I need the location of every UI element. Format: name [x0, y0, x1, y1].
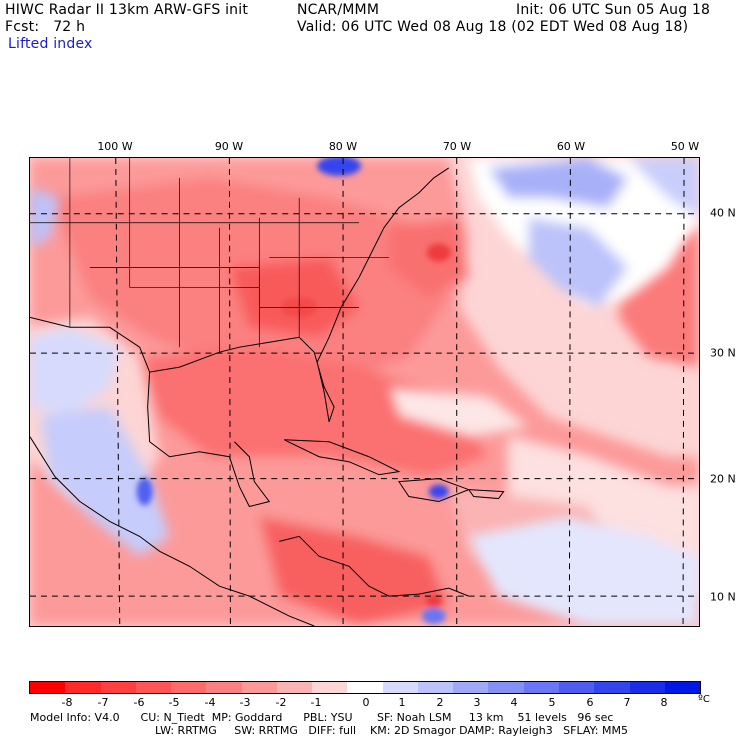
colorbar-swatch-8 [312, 682, 348, 693]
colorbar-swatch-3 [135, 682, 172, 693]
org-label: NCAR/MMM [297, 2, 380, 18]
lat-label-10n: 10 N [710, 590, 736, 604]
colorbar-tick: 4 [510, 696, 518, 709]
colorbar-swatch-13 [488, 682, 524, 693]
colorbar-swatch-0 [30, 682, 66, 693]
colorbar-swatch-7 [276, 682, 313, 693]
colorbar-tick: -4 [204, 696, 216, 709]
colorbar-tick: -5 [168, 696, 180, 709]
lon-label-50w: 50 W [670, 140, 700, 153]
lifted-index-colorbar [29, 681, 701, 694]
init-time: Init: 06 UTC Sun 05 Aug 18 [516, 2, 711, 18]
colorbar-swatch-17 [629, 682, 665, 693]
colorbar-tick: 7 [623, 696, 631, 709]
colorbar-swatch-4 [171, 682, 207, 693]
colorbar-swatch-2 [100, 682, 136, 693]
colorbar-swatch-16 [594, 682, 630, 693]
colorbar-swatch-10 [382, 682, 418, 693]
colorbar-tick: -2 [275, 696, 287, 709]
forecast-hour: Fcst: 72 h [5, 19, 86, 35]
colorbar-swatch-6 [241, 682, 277, 693]
lon-label-60w: 60 W [556, 140, 586, 153]
colorbar-swatch-14 [523, 682, 559, 693]
lon-label-90w: 90 W [214, 140, 244, 153]
lon-label-80w: 80 W [328, 140, 358, 153]
colorbar-swatch-1 [65, 682, 101, 693]
lat-label-20n: 20 N [710, 472, 736, 486]
lon-label-100w: 100 W [97, 140, 133, 153]
valid-time: Valid: 06 UTC Wed 08 Aug 18 (02 EDT Wed … [297, 19, 689, 35]
colorbar-swatch-12 [453, 682, 489, 693]
colorbar-tick: 5 [548, 696, 556, 709]
colorbar-tick: 6 [586, 696, 594, 709]
colorbar-swatch-9 [347, 682, 383, 693]
colorbar-tick: -3 [239, 696, 251, 709]
model-title: HIWC Radar II 13km ARW-GFS init [5, 2, 249, 18]
colorbar-swatch-11 [417, 682, 454, 693]
lat-label-40n: 40 N [710, 206, 736, 220]
field-name: Lifted index [8, 36, 93, 52]
colorbar-tick: 0 [362, 696, 370, 709]
colorbar-tick: 2 [436, 696, 444, 709]
colorbar-unit: ºC [698, 694, 710, 705]
colorbar-swatch-5 [206, 682, 242, 693]
colorbar-tick: -1 [310, 696, 322, 709]
lat-label-30n: 30 N [710, 346, 736, 360]
colorbar-tick: 1 [398, 696, 406, 709]
colorbar-tick: -7 [97, 696, 109, 709]
colorbar-tick: 8 [660, 696, 668, 709]
colorbar-swatch-18 [664, 682, 701, 693]
model-info-line2: LW: RRTMG SW: RRTMG DIFF: full KM: 2D Sm… [155, 724, 628, 737]
lon-label-70w: 70 W [442, 140, 472, 153]
colorbar-tick: -8 [61, 696, 73, 709]
colorbar-tick: -6 [133, 696, 145, 709]
colorbar-swatch-15 [558, 682, 595, 693]
model-info-line1: Model Info: V4.0 CU: N_Tiedt MP: Goddard… [30, 711, 614, 724]
colorbar-tick: 3 [473, 696, 481, 709]
lifted-index-map [29, 157, 700, 627]
